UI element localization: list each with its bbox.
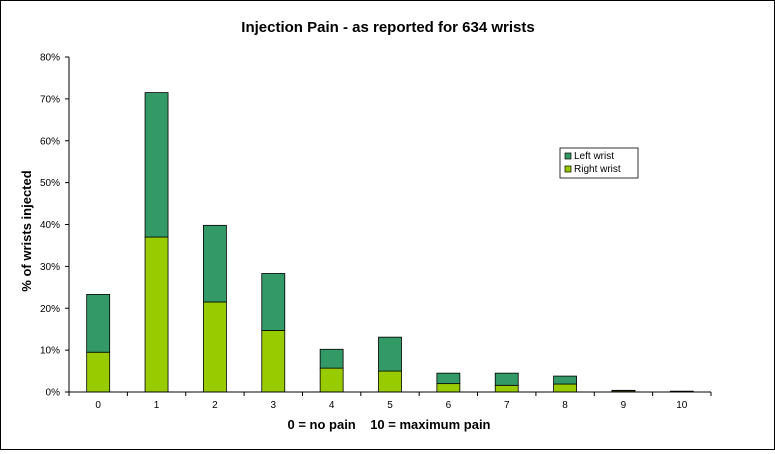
legend: Left wrist Right wrist [559, 147, 639, 179]
y-tick-label: 70% [40, 94, 60, 105]
x-axis-label: 0 = no pain 10 = maximum pain [287, 417, 490, 432]
x-tick-label: 8 [562, 400, 568, 411]
y-tick-label: 60% [40, 136, 60, 147]
y-tick-label: 30% [40, 262, 60, 273]
bar-right-wrist [436, 383, 461, 393]
x-tick-label: 1 [154, 400, 160, 411]
y-tick-label: 10% [40, 346, 60, 357]
legend-label: Left wrist [574, 151, 614, 162]
bar-left-wrist [261, 273, 286, 331]
bar-left-wrist [319, 348, 344, 369]
x-tick-label: 2 [212, 400, 218, 411]
bar-right-wrist [144, 236, 169, 393]
bar-right-wrist [553, 383, 577, 393]
bar-right-wrist [378, 370, 402, 393]
plot-area: 0% 10% 20% 30% 40% 50% 60% 70% 80% 0 1 2 3 4 5 6 7 8 9 10 [40, 53, 712, 411]
bar-right-wrist [494, 384, 519, 393]
bar-left-wrist [378, 336, 402, 372]
bar-left-wrist [86, 294, 111, 353]
legend-swatch [564, 152, 572, 160]
x-tick-label: 4 [329, 400, 335, 411]
chart-title: Injection Pain - as reported for 634 wri… [241, 19, 534, 36]
legend-box [559, 147, 639, 179]
x-tick-label: 6 [446, 400, 452, 411]
x-tick-label: 0 [95, 400, 101, 411]
y-tick-label: 0% [46, 388, 61, 399]
x-tick-label: 10 [676, 400, 688, 411]
bar-right-wrist [203, 301, 227, 393]
bar-left-wrist [494, 372, 519, 386]
y-tick-label: 20% [40, 304, 60, 315]
bar-left-wrist [436, 372, 461, 385]
bar-left-wrist [611, 389, 636, 392]
y-axis-label: % of wrists injected [19, 170, 34, 291]
y-tick-label: 40% [40, 220, 60, 231]
bar-left-wrist [203, 224, 227, 303]
bar-left-wrist [144, 92, 169, 238]
legend-label: Right wrist [574, 164, 621, 175]
y-tick-label: 80% [40, 53, 60, 64]
bar-left-wrist [553, 375, 577, 385]
legend-swatch [564, 165, 572, 173]
y-tick-label: 50% [40, 178, 60, 189]
x-tick-label: 3 [270, 400, 276, 411]
bar-right-wrist [86, 351, 111, 393]
bar-right-wrist [261, 330, 286, 393]
x-tick-label: 5 [387, 400, 393, 411]
x-tick-label: 7 [504, 400, 510, 411]
bar-right-wrist [319, 367, 344, 393]
x-tick-label: 9 [621, 400, 627, 411]
